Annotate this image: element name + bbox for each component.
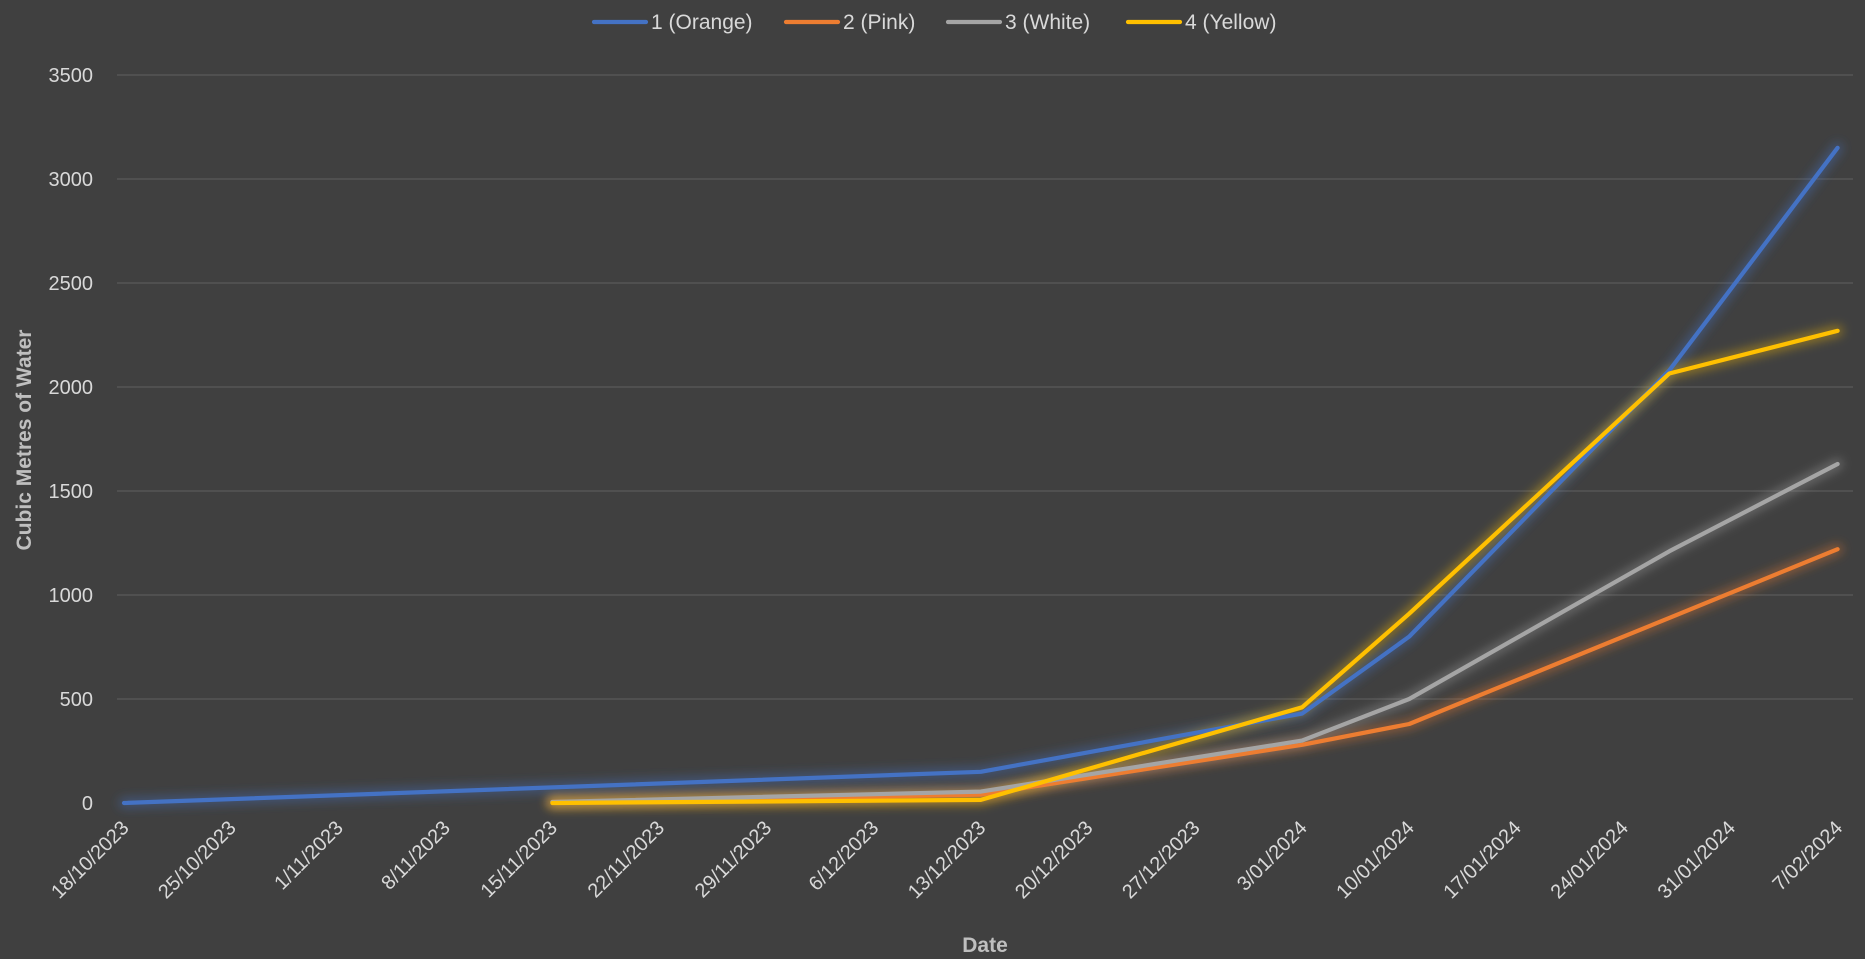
legend-label-2: 2 (Pink) (843, 11, 915, 34)
legend-label-3: 3 (White) (1005, 11, 1090, 34)
x-tick-label: 20/12/2023 (1011, 817, 1097, 903)
series-glow-2 (546, 543, 1844, 808)
x-tick-label: 24/01/2024 (1547, 817, 1633, 903)
x-tick-label: 15/11/2023 (477, 817, 562, 902)
x-tick-label: 18/10/2023 (47, 817, 133, 903)
x-tick-label: 8/11/2023 (377, 817, 454, 894)
x-tick-label: 13/12/2023 (904, 817, 990, 903)
series-lines (121, 145, 1840, 806)
gridlines (117, 74, 1853, 700)
x-axis-title: Date (962, 934, 1008, 957)
x-tick-label: 1/11/2023 (270, 817, 347, 894)
y-axis-title: Cubic Metres of Water (13, 330, 36, 551)
x-tick-label: 6/12/2023 (805, 817, 883, 895)
series-line-3 (550, 461, 1840, 805)
y-tick-label: 0 (82, 793, 93, 815)
series-line-2 (550, 547, 1840, 805)
y-tick-label: 500 (60, 689, 93, 711)
y-tick-label: 1500 (49, 481, 94, 503)
y-tick-label: 2500 (49, 273, 94, 295)
series-glow-1 (118, 142, 1844, 809)
x-tick-label: 17/01/2024 (1439, 817, 1525, 903)
y-tick-label: 3500 (49, 65, 94, 87)
x-tick-label: 10/01/2024 (1332, 817, 1418, 903)
series-line-1 (121, 145, 1840, 806)
x-tick-label: 3/01/2024 (1233, 817, 1311, 895)
y-axis-tick-labels: 0 500 1000 1500 2000 2500 3000 3500 (49, 65, 94, 815)
x-tick-label: 31/01/2024 (1654, 817, 1740, 903)
legend: 1 (Orange) 2 (Pink) 3 (White) 4 (Yellow) (591, 11, 1276, 34)
y-tick-label: 2000 (49, 377, 94, 399)
x-axis-tick-labels: 18/10/2023 25/10/2023 1/11/2023 8/11/2023 15… (47, 817, 1847, 903)
x-tick-label: 29/11/2023 (691, 817, 776, 902)
series-line-4 (550, 328, 1840, 806)
y-tick-label: 3000 (49, 169, 94, 191)
x-tick-label: 27/12/2023 (1118, 817, 1204, 903)
x-tick-label: 7/02/2024 (1769, 817, 1847, 895)
y-tick-label: 1000 (49, 585, 94, 607)
series-glow (118, 142, 1844, 809)
x-tick-label: 22/11/2023 (584, 817, 669, 902)
legend-label-1: 1 (Orange) (651, 11, 753, 34)
legend-label-4: 4 (Yellow) (1185, 11, 1276, 34)
x-tick-label: 25/10/2023 (154, 817, 240, 903)
